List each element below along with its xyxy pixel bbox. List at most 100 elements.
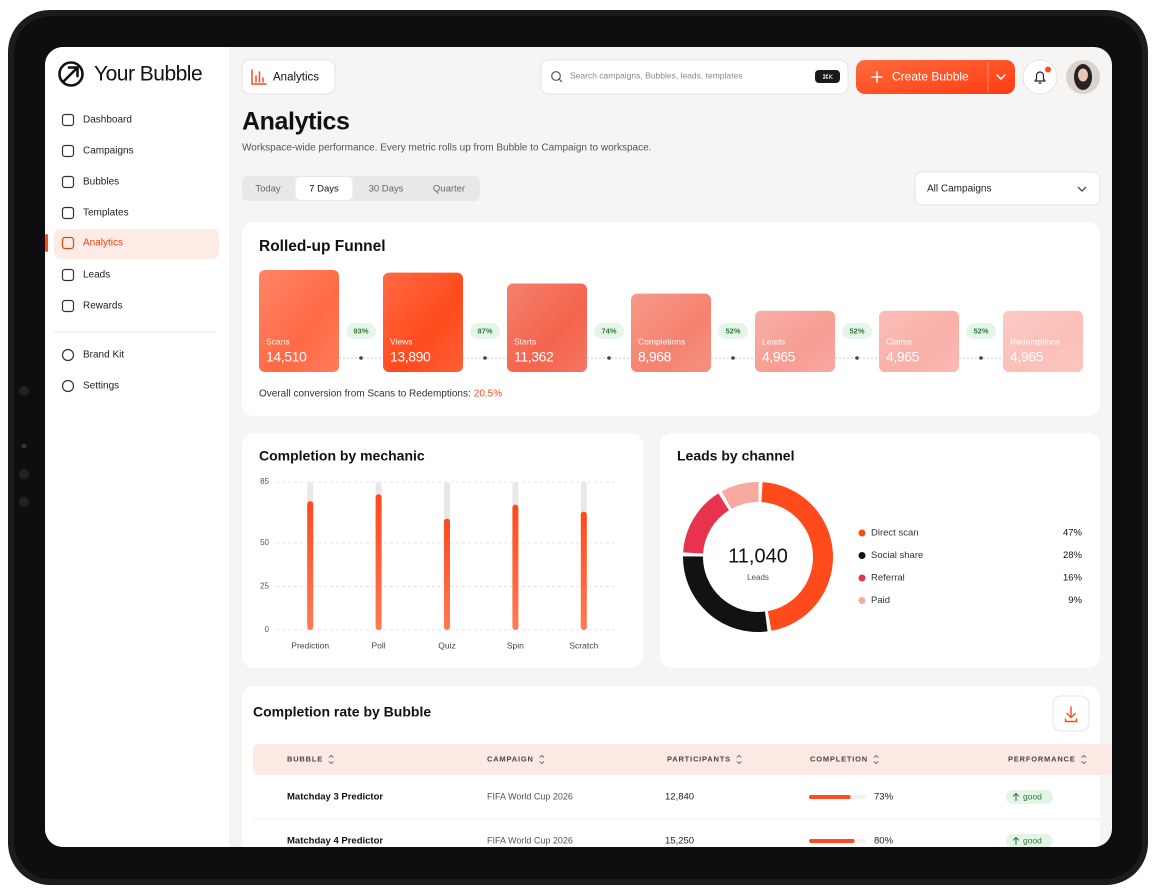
sensor: [19, 469, 29, 479]
logo-arrow: [62, 66, 79, 83]
funnel-sheen: [755, 310, 835, 372]
funnel-stage-label: Completions: [638, 336, 685, 346]
breadcrumb-icon: [251, 69, 267, 85]
nav-item[interactable]: Brand Kit: [83, 350, 124, 361]
sort-icon[interactable]: [1081, 754, 1087, 765]
x-tick-label: Quiz: [438, 640, 455, 650]
bar: [512, 504, 519, 630]
bar: [580, 511, 587, 630]
funnel-sheen: [631, 293, 711, 372]
campaign-select-label: All Campaigns: [927, 184, 991, 195]
funnel-connector-dot: [483, 356, 487, 360]
funnel-stage-value: 8,968: [638, 349, 672, 365]
x-tick-label: Spin: [507, 640, 524, 650]
campaign-select[interactable]: [914, 171, 1101, 206]
nav-item[interactable]: Analytics: [83, 238, 123, 249]
funnel-connector-dot: [607, 356, 611, 360]
cell-completion: 73%: [874, 792, 894, 803]
page-title: Analytics: [242, 108, 350, 136]
column-header[interactable]: BUBBLE: [287, 754, 323, 763]
funnel-stage-label: Leads: [762, 336, 785, 346]
nav-active-bg[interactable]: [54, 229, 219, 259]
nav-icon: [61, 175, 75, 189]
nav-icon: [61, 206, 75, 220]
nav-icon: [61, 379, 75, 393]
funnel-sheen: [879, 310, 959, 372]
conversion-pill: [594, 323, 624, 339]
breadcrumb[interactable]: [241, 59, 336, 95]
funnel-connector-dot: [979, 356, 983, 360]
donut-segment: [683, 556, 768, 632]
funnel-stage-value: 13,890: [390, 349, 431, 365]
create-button[interactable]: [856, 60, 1015, 94]
sort-icon[interactable]: [736, 754, 742, 765]
search-box[interactable]: [540, 59, 849, 95]
range-tab[interactable]: 7 Days: [309, 184, 339, 195]
range-tab-active[interactable]: [295, 177, 353, 200]
nav-active-marker: [45, 234, 48, 252]
logo-ring: [58, 61, 84, 87]
nav-item[interactable]: Dashboard: [83, 115, 132, 126]
range-tab[interactable]: 30 Days: [369, 184, 404, 195]
breadcrumb-label: Analytics: [273, 72, 319, 84]
nav-icon: [61, 348, 75, 362]
performance-pill: [1006, 790, 1053, 804]
column-header[interactable]: COMPLETION: [810, 754, 868, 763]
bar-card: [242, 433, 643, 668]
donut-segment: [761, 482, 833, 631]
create-chevron[interactable]: [996, 74, 1006, 81]
page-subtitle: Workspace-wide performance. Every metric…: [242, 143, 651, 154]
funnel-stage-value: 4,965: [762, 349, 796, 365]
donut-segment: [683, 493, 730, 555]
legend-dot: [858, 552, 866, 559]
legend-label: Paid: [871, 595, 890, 606]
nav-item[interactable]: Bubbles: [83, 177, 119, 188]
search-icon-handle: [558, 78, 563, 83]
column-header[interactable]: PERFORMANCE: [1008, 754, 1076, 763]
legend-dot: [858, 597, 866, 604]
legend-label: Referral: [871, 573, 905, 584]
cell-campaign: FIFA World Cup 2026: [487, 835, 573, 845]
column-header[interactable]: PARTICIPANTS: [667, 754, 731, 763]
shortcut-label: ⌘K: [822, 73, 834, 81]
sort-icon[interactable]: [539, 754, 545, 765]
funnel-stage-label: Redemptions: [1010, 336, 1060, 346]
range-tab[interactable]: Quarter: [433, 184, 465, 195]
column-header[interactable]: CAMPAIGN: [487, 754, 534, 763]
conversion-pill: [346, 323, 376, 339]
nav-item[interactable]: Settings: [83, 381, 119, 392]
legend-value: 9%: [1068, 595, 1082, 606]
sort-icon[interactable]: [873, 754, 879, 765]
create-label[interactable]: Create Bubble: [892, 70, 969, 84]
nav-item[interactable]: Templates: [83, 208, 129, 219]
donut-center-value: 11,040: [728, 545, 788, 567]
sort-icon[interactable]: [328, 754, 334, 765]
funnel-note-value: 20.5%: [474, 389, 502, 400]
funnel-note: Overall conversion from Scans to Redempt…: [259, 389, 471, 400]
conversion-pill: [470, 323, 500, 339]
avatar-face: [1078, 68, 1088, 82]
screen: Your Bubble Dashboard Campaigns Bubbles Tem…: [45, 47, 1112, 847]
cell-participants: 12,840: [665, 792, 694, 803]
download-icon: [1064, 706, 1078, 723]
conversion-rate: 52%: [973, 326, 988, 335]
nav-item[interactable]: Campaigns: [83, 146, 134, 157]
table-card: [242, 686, 1100, 847]
funnel-connector-dot: [731, 356, 735, 360]
sidebar: [45, 47, 230, 847]
search-icon: [551, 71, 561, 81]
nav-icon: [61, 113, 75, 127]
camera: [21, 443, 27, 449]
range-tab[interactable]: Today: [255, 184, 281, 195]
notification-dot: [1045, 66, 1051, 73]
performance-arrow: [1012, 836, 1020, 846]
nav-item[interactable]: Rewards: [83, 301, 122, 312]
notifications-button[interactable]: [1022, 59, 1058, 95]
cell-completion: 80%: [874, 836, 894, 847]
chart-title: Completion by mechanic: [259, 448, 425, 464]
nav-item[interactable]: Leads: [83, 270, 110, 281]
legend-label: Direct scan: [871, 528, 919, 539]
conversion-pill: [842, 323, 872, 339]
